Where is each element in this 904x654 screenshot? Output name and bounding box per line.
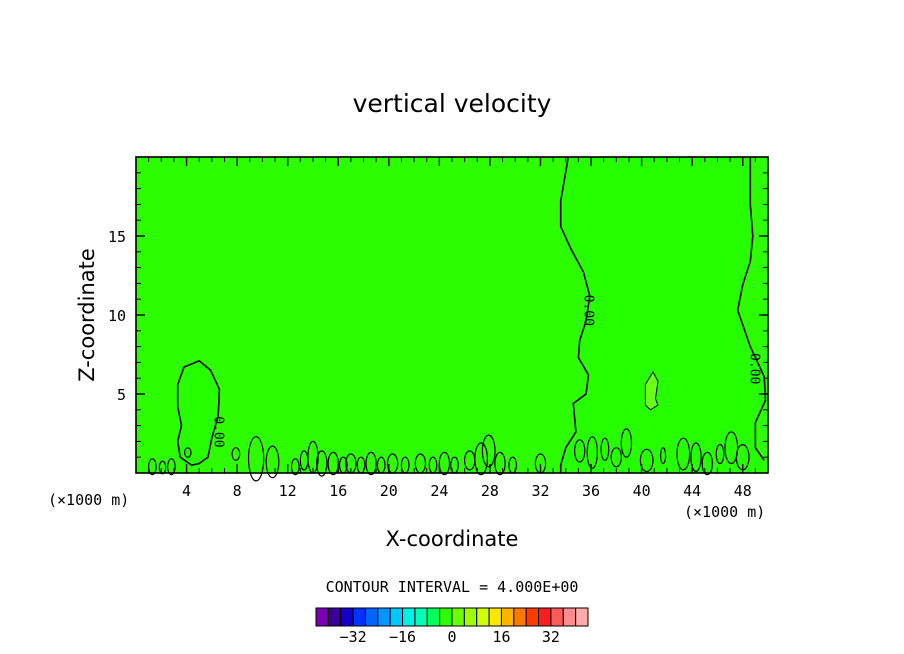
x-tick-label: 28 xyxy=(481,482,499,500)
colorbar-swatch xyxy=(575,607,589,627)
colorbar-swatch xyxy=(525,607,540,627)
contour-cell xyxy=(166,458,176,476)
colorbar-swatch xyxy=(377,607,391,627)
contour-cell xyxy=(620,428,633,458)
zero-contour-left-lobe xyxy=(176,359,221,466)
contour-cell xyxy=(610,447,623,468)
contour-cell xyxy=(290,458,300,476)
colorbar-tick-label: 16 xyxy=(492,628,510,646)
contour-small-core xyxy=(644,370,659,411)
y-axis-label: Z-coordinate xyxy=(75,248,99,382)
contour-label: 0.00 xyxy=(746,353,761,384)
x-tick-label: 24 xyxy=(430,482,448,500)
colorbar xyxy=(315,607,589,627)
contour-cell xyxy=(474,442,489,476)
x-tick-label: 32 xyxy=(531,482,549,500)
colorbar-swatch xyxy=(402,607,416,627)
colorbar-swatch xyxy=(463,607,478,627)
contour-cell xyxy=(184,447,192,458)
y-tick-label: 15 xyxy=(108,228,126,246)
zero-contour-plume-right-edge xyxy=(736,157,767,461)
contour-cell xyxy=(481,434,496,468)
y-tick-label: 5 xyxy=(117,386,126,404)
colorbar-tick-label: 32 xyxy=(542,628,560,646)
colorbar-swatch xyxy=(364,607,379,627)
contour-cell xyxy=(316,450,328,477)
contour-interval-text: CONTOUR INTERVAL = 4.000E+00 xyxy=(326,578,579,596)
contour-cell xyxy=(600,437,610,461)
contour-cell xyxy=(676,437,691,471)
x-tick-label: 44 xyxy=(683,482,701,500)
colorbar-tick-label: −16 xyxy=(389,628,416,646)
contour-cell xyxy=(147,458,157,476)
contour-cell xyxy=(574,439,586,463)
region-updraft-left-lobe xyxy=(177,360,220,466)
colorbar-swatch xyxy=(352,607,366,627)
x-unit-label-right: (×1000 m) xyxy=(684,503,765,521)
x-tick-label: 16 xyxy=(329,482,347,500)
colorbar-swatch xyxy=(513,607,527,627)
contour-cell xyxy=(494,451,506,476)
contour-cell xyxy=(365,451,377,476)
contour-cell xyxy=(701,451,714,476)
contour-cell xyxy=(586,436,599,469)
x-axis-label: X-coordinate xyxy=(386,527,519,551)
contour-cell xyxy=(690,442,702,472)
contour-cell xyxy=(438,451,451,476)
zero-contour-plume-left-edge xyxy=(559,156,591,473)
y-tick-label: 10 xyxy=(108,307,126,325)
colorbar-swatch xyxy=(550,607,564,627)
contour-cell xyxy=(724,431,739,465)
colorbar-swatch xyxy=(327,607,342,627)
contour-label: 0.00 xyxy=(581,295,596,326)
colorbar-swatch xyxy=(439,607,453,627)
region-updraft-right-plume xyxy=(560,157,766,473)
x-tick-label: 12 xyxy=(279,482,297,500)
contour-cell xyxy=(158,460,167,475)
region-updraft-small-core xyxy=(645,371,658,410)
contour-cell xyxy=(231,447,241,461)
x-tick-label: 20 xyxy=(380,482,398,500)
x-unit-label-left: (×1000 m) xyxy=(48,491,129,509)
colorbar-tick-label: −32 xyxy=(340,628,367,646)
x-tick-label: 4 xyxy=(182,482,191,500)
contour-cell xyxy=(265,445,280,479)
colorbar-swatch xyxy=(389,607,404,627)
contour-cell xyxy=(659,447,667,465)
colorbar-swatch xyxy=(451,607,465,627)
colorbar-swatch xyxy=(315,607,329,627)
x-tick-label: 8 xyxy=(233,482,242,500)
x-tick-label: 48 xyxy=(734,482,752,500)
chart-title: vertical velocity xyxy=(353,89,552,118)
colorbar-swatch xyxy=(476,607,490,627)
colorbar-swatch xyxy=(488,607,502,627)
contour-cell xyxy=(715,443,725,465)
contour-cell xyxy=(247,436,265,482)
colorbar-swatch xyxy=(426,607,441,627)
contour-label: 0.00 xyxy=(210,416,225,447)
colorbar-swatch xyxy=(414,607,428,627)
colorbar-swatch xyxy=(562,607,577,627)
contour-cell xyxy=(639,448,654,473)
colorbar-tick-label: 0 xyxy=(447,628,456,646)
colorbar-swatch xyxy=(538,607,552,627)
contour-cell xyxy=(327,451,339,476)
x-tick-label: 36 xyxy=(582,482,600,500)
colorbar-swatch xyxy=(500,607,515,627)
x-tick-label: 40 xyxy=(633,482,651,500)
colorbar-swatch xyxy=(340,607,354,627)
